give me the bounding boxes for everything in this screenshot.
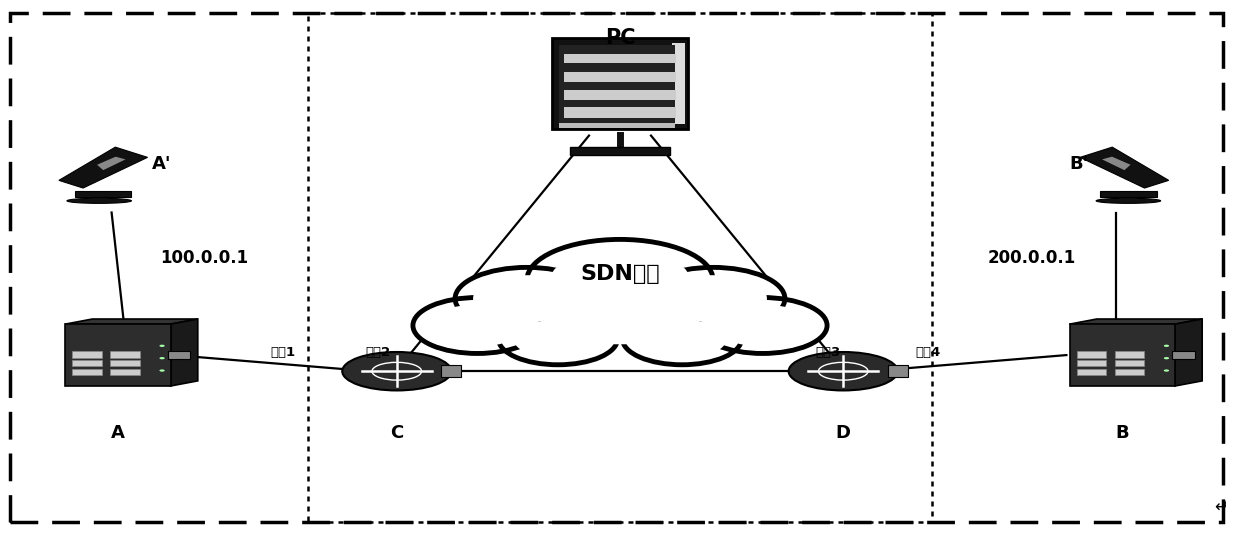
Polygon shape (97, 157, 125, 170)
Circle shape (455, 267, 599, 330)
Circle shape (527, 239, 713, 320)
Bar (110, 351, 140, 358)
Circle shape (413, 298, 542, 353)
Bar (72, 360, 102, 366)
Bar (1115, 351, 1145, 358)
Bar (441, 365, 461, 377)
Circle shape (1164, 357, 1169, 359)
Bar (672, 43, 686, 124)
Bar (72, 369, 102, 375)
Ellipse shape (342, 352, 451, 391)
Bar (1076, 369, 1106, 375)
Bar (1076, 351, 1106, 358)
Circle shape (698, 298, 827, 353)
Circle shape (513, 320, 603, 358)
Polygon shape (1102, 157, 1131, 170)
Ellipse shape (1096, 199, 1161, 203)
Text: C: C (391, 424, 403, 442)
Bar (64, 324, 171, 386)
Polygon shape (1176, 319, 1203, 386)
Circle shape (551, 250, 689, 310)
Bar (888, 365, 908, 377)
Bar (1069, 324, 1174, 386)
Text: SDN网络: SDN网络 (580, 264, 660, 285)
Text: 接口1: 接口1 (270, 346, 295, 359)
Bar (564, 72, 676, 82)
Text: 100.0.0.1: 100.0.0.1 (160, 249, 249, 267)
Text: 200.0.0.1: 200.0.0.1 (987, 249, 1076, 267)
Bar (564, 107, 676, 118)
Bar (1173, 351, 1195, 359)
Text: B: B (1116, 424, 1128, 442)
Text: PC: PC (605, 27, 635, 48)
Polygon shape (171, 319, 198, 386)
Bar (169, 351, 191, 359)
Bar (1100, 191, 1157, 197)
Bar (110, 360, 140, 366)
Text: ↵: ↵ (1214, 498, 1228, 515)
Bar (308, 13, 932, 522)
Circle shape (160, 345, 165, 347)
Polygon shape (60, 147, 148, 188)
Bar (1076, 360, 1106, 366)
Circle shape (429, 305, 526, 346)
Circle shape (474, 275, 580, 322)
Circle shape (660, 275, 766, 322)
Bar (570, 147, 670, 155)
Bar (559, 45, 675, 123)
Circle shape (521, 269, 719, 355)
Ellipse shape (67, 199, 131, 203)
Circle shape (1164, 370, 1169, 372)
Text: A: A (110, 424, 125, 442)
Circle shape (498, 313, 618, 365)
Bar (72, 351, 102, 358)
Ellipse shape (789, 352, 898, 391)
Bar (564, 54, 676, 63)
Circle shape (637, 320, 727, 358)
Bar (564, 90, 676, 100)
Circle shape (714, 305, 811, 346)
Bar (1115, 360, 1145, 366)
Circle shape (1164, 345, 1169, 347)
Circle shape (160, 370, 165, 372)
Bar (110, 369, 140, 375)
Circle shape (641, 267, 785, 330)
Polygon shape (1080, 147, 1168, 188)
Text: 接口2: 接口2 (366, 346, 391, 359)
Text: A': A' (151, 155, 171, 173)
Polygon shape (1069, 319, 1203, 324)
Circle shape (622, 313, 742, 365)
Text: B': B' (1069, 155, 1089, 173)
Text: D: D (836, 424, 851, 442)
Bar (74, 191, 131, 197)
Circle shape (160, 357, 165, 359)
Text: 接口3: 接口3 (816, 346, 841, 359)
Polygon shape (64, 319, 198, 324)
Circle shape (546, 280, 694, 344)
Text: 接口4: 接口4 (915, 346, 940, 359)
Bar (552, 38, 688, 129)
Bar (559, 123, 675, 128)
Bar (1115, 369, 1145, 375)
